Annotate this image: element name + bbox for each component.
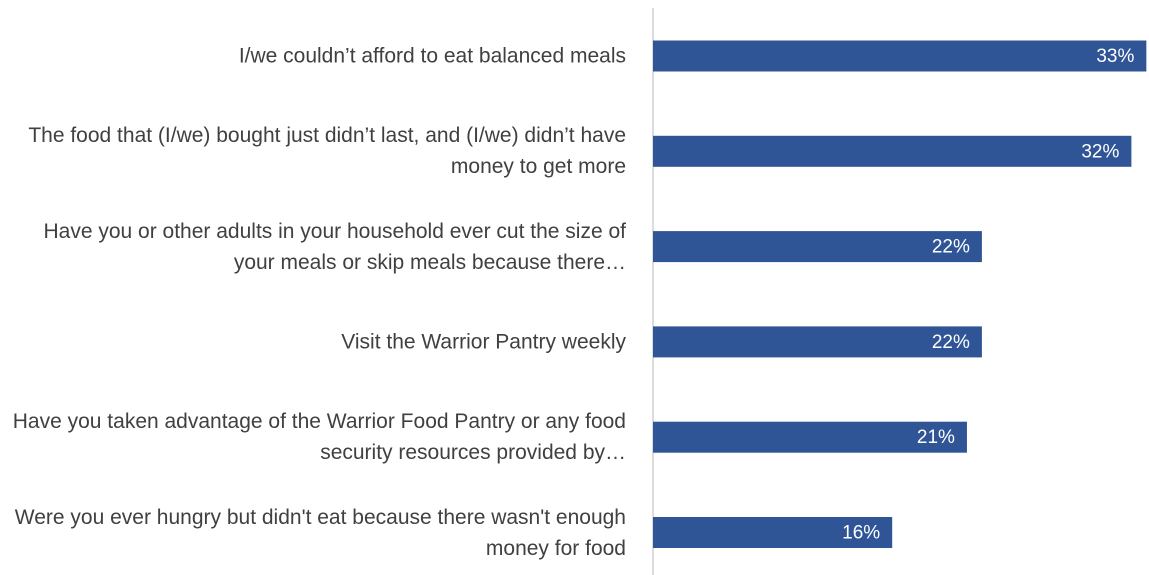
value-label: 33% bbox=[1096, 46, 1134, 67]
bar bbox=[653, 517, 893, 548]
bar bbox=[653, 40, 1147, 72]
category-label: Were you ever hungry but didn't eat beca… bbox=[14, 505, 626, 560]
value-label: 22% bbox=[932, 237, 970, 258]
value-label: 22% bbox=[932, 332, 970, 353]
category-label: The food that (I/we) bought just didn’t … bbox=[28, 124, 626, 179]
category-label: Have you or other adults in your househo… bbox=[43, 219, 626, 274]
bar bbox=[653, 135, 1132, 167]
value-label: 16% bbox=[842, 523, 880, 544]
value-label: 32% bbox=[1081, 141, 1119, 162]
bar bbox=[653, 421, 967, 453]
bar bbox=[653, 231, 982, 263]
category-label: I/we couldn’t afford to eat balanced mea… bbox=[238, 44, 626, 68]
bar bbox=[653, 326, 982, 358]
category-label: Have you taken advantage of the Warrior … bbox=[12, 410, 626, 465]
value-label: 21% bbox=[917, 427, 955, 448]
category-label: Visit the Warrior Pantry weekly bbox=[341, 330, 626, 354]
